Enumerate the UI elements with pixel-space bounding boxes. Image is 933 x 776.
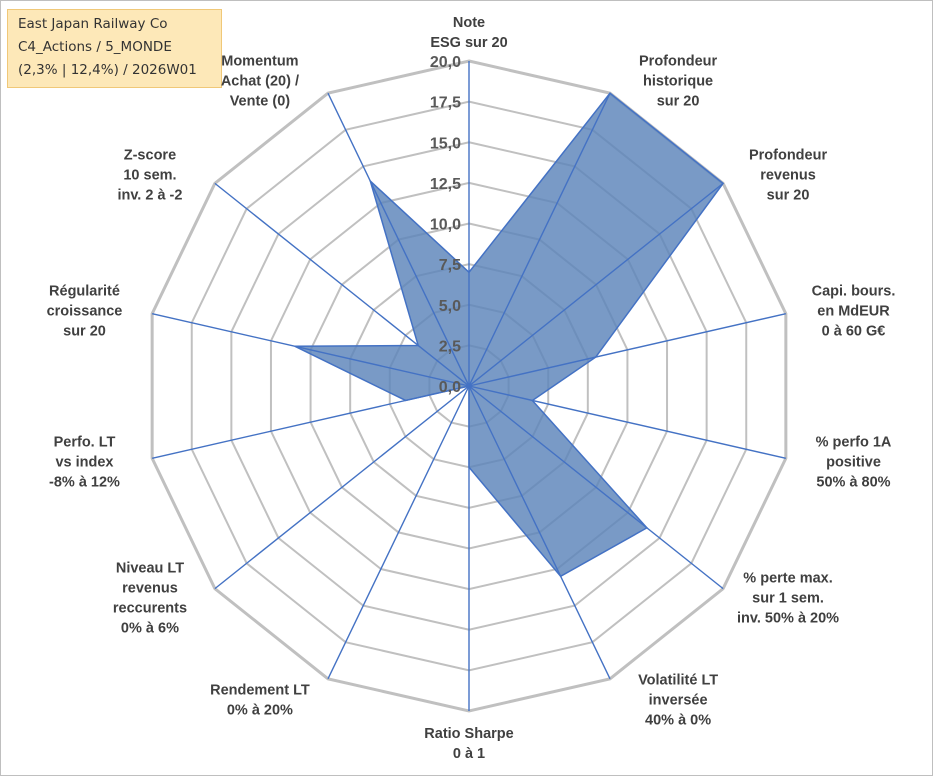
axis-label-line: Note bbox=[453, 15, 485, 31]
axis-label-line: revenus bbox=[760, 168, 816, 184]
axis-label-line: 0 à 1 bbox=[453, 746, 485, 762]
axis-label-line: Ratio Sharpe bbox=[424, 726, 513, 742]
axis-label-line: sur 20 bbox=[767, 188, 810, 204]
axis-label: Niveau LT revenus reccurents 0% à 6% bbox=[113, 560, 187, 636]
axis-label-line: % perte max. bbox=[743, 570, 832, 586]
info-line-category: C4_Actions / 5_MONDE bbox=[18, 39, 172, 55]
axis-label-line: positive bbox=[826, 454, 881, 470]
axis-label-line: 0% à 20% bbox=[227, 702, 293, 718]
axis-spoke bbox=[327, 385, 470, 680]
axis-label-line: 0 à 60 G€ bbox=[822, 324, 886, 340]
axis-spoke bbox=[151, 385, 470, 460]
axis-label-line: 50% à 80% bbox=[816, 474, 890, 490]
axis-label-line: Capi. bours. bbox=[812, 284, 896, 300]
axis-label-line: Vente (0) bbox=[230, 94, 291, 110]
axis-label-line: Perfo. LT bbox=[54, 434, 116, 450]
axis-label-line: Volatilité LT bbox=[638, 672, 718, 688]
axis-label-line: inversée bbox=[649, 692, 708, 708]
axis-label: Note ESG sur 20 bbox=[430, 15, 507, 51]
axis-label: Profondeur historique sur 20 bbox=[639, 54, 717, 110]
tick-label: 2,5 bbox=[439, 338, 461, 355]
axis-spoke bbox=[214, 385, 470, 590]
axis-label-line: ESG sur 20 bbox=[430, 35, 507, 51]
axis-label: Momentum Achat (20) / Vente (0) bbox=[221, 54, 299, 110]
tick-label: 10,0 bbox=[430, 217, 461, 234]
axis-spoke bbox=[468, 385, 611, 680]
axis-label-line: Rendement LT bbox=[210, 682, 310, 698]
axis-spoke bbox=[151, 312, 470, 387]
axis-label: Volatilité LT inversée 40% à 0% bbox=[638, 672, 718, 728]
axis-spoke bbox=[468, 92, 611, 387]
axis-label: Rendement LT 0% à 20% bbox=[210, 682, 310, 718]
chart-info-box: East Japan Railway Co C4_Actions / 5_MON… bbox=[7, 9, 222, 88]
axis-label-line: reccurents bbox=[113, 600, 187, 616]
axis-spoke bbox=[468, 182, 724, 387]
axis-label-line: sur 20 bbox=[63, 324, 106, 340]
axis-label-line: sur 1 sem. bbox=[752, 590, 824, 606]
axis-label: Régularité croissance sur 20 bbox=[47, 284, 123, 340]
radar-axis-labels: Note ESG sur 20 Profondeur historique sur 20… bbox=[47, 15, 896, 762]
axis-spoke bbox=[468, 385, 787, 460]
axis-spoke bbox=[214, 182, 470, 387]
axis-label-line: Momentum bbox=[221, 54, 298, 70]
axis-label-line: Niveau LT bbox=[116, 560, 184, 576]
radar-tick-labels: 0,0 2,5 5,0 7,5 10,0 12,5 15,0 17,5 20,0 bbox=[430, 54, 461, 396]
axis-label-line: historique bbox=[643, 74, 713, 90]
axis-spoke bbox=[468, 385, 724, 590]
radar-spokes bbox=[151, 61, 787, 711]
tick-label: 7,5 bbox=[439, 257, 461, 274]
axis-label-line: en MdEUR bbox=[817, 304, 890, 320]
tick-label: 20,0 bbox=[430, 54, 461, 71]
axis-label: Perfo. LT vs index -8% à 12% bbox=[49, 434, 120, 490]
axis-spoke bbox=[468, 312, 787, 387]
axis-label-line: vs index bbox=[55, 454, 113, 470]
info-line-stats: (2,3% | 12,4%) / 2026W01 bbox=[18, 62, 197, 78]
axis-label-line: % perfo 1A bbox=[816, 434, 892, 450]
axis-label: Ratio Sharpe 0 à 1 bbox=[424, 726, 513, 762]
axis-label-line: croissance bbox=[47, 304, 123, 320]
axis-label-line: Profondeur bbox=[749, 148, 827, 164]
axis-label-line: 40% à 0% bbox=[645, 712, 711, 728]
axis-label-line: revenus bbox=[122, 580, 178, 596]
tick-label: 17,5 bbox=[430, 95, 461, 112]
axis-label: Profondeur revenus sur 20 bbox=[749, 148, 827, 204]
axis-label: % perte max. sur 1 sem. inv. 50% à 20% bbox=[737, 570, 839, 626]
tick-label: 12,5 bbox=[430, 176, 461, 193]
tick-label: 0,0 bbox=[439, 379, 461, 396]
tick-label: 15,0 bbox=[430, 135, 461, 152]
axis-label-line: 10 sem. bbox=[123, 168, 176, 184]
info-line-company: East Japan Railway Co bbox=[18, 16, 168, 32]
axis-label-line: Profondeur bbox=[639, 54, 717, 70]
axis-label-line: inv. 50% à 20% bbox=[737, 610, 839, 626]
axis-label-line: Achat (20) / bbox=[221, 74, 299, 90]
axis-label-line: Z-score bbox=[124, 148, 176, 164]
series-area bbox=[294, 92, 725, 578]
axis-label-line: 0% à 6% bbox=[121, 620, 179, 636]
axis-label-line: -8% à 12% bbox=[49, 474, 120, 490]
axis-spoke bbox=[327, 92, 470, 387]
axis-label: Capi. bours. en MdEUR 0 à 60 G€ bbox=[812, 284, 896, 340]
radar-series bbox=[294, 92, 725, 578]
axis-label-line: Régularité bbox=[49, 284, 120, 300]
axis-label: Z-score 10 sem. inv. 2 à -2 bbox=[117, 148, 182, 204]
axis-label-line: sur 20 bbox=[657, 94, 700, 110]
tick-label: 5,0 bbox=[439, 298, 461, 315]
axis-label-line: inv. 2 à -2 bbox=[117, 188, 182, 204]
axis-label: % perfo 1A positive 50% à 80% bbox=[816, 434, 892, 490]
